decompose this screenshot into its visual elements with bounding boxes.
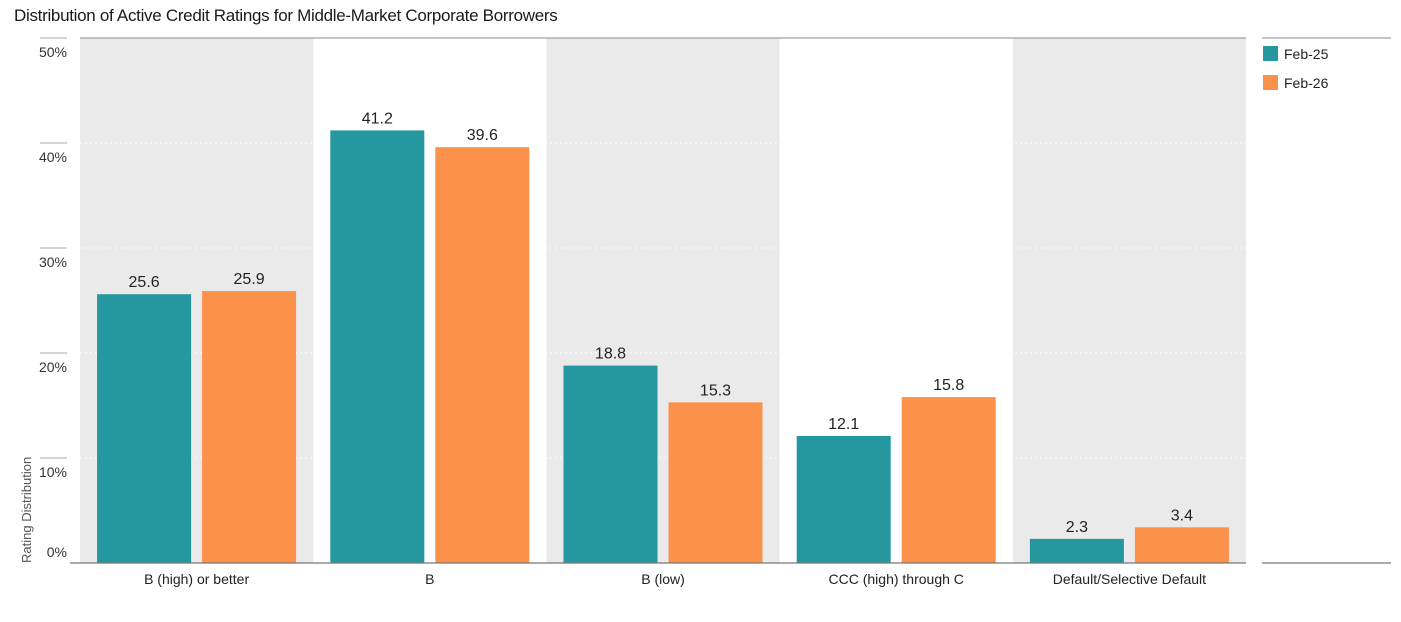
chart-title: Distribution of Active Credit Ratings fo… — [14, 6, 558, 25]
bar-feb-26 — [435, 147, 530, 563]
data-label: 25.6 — [129, 274, 160, 291]
data-label: 25.9 — [234, 271, 265, 288]
x-category-label: B (high) or better — [144, 571, 249, 587]
category-band — [1012, 38, 1246, 563]
y-tick-label: 10% — [39, 464, 67, 480]
bar-feb-25 — [97, 294, 192, 563]
legend-label: Feb-26 — [1284, 75, 1329, 91]
bar-feb-25 — [796, 435, 891, 563]
y-tick-label: 20% — [39, 359, 67, 375]
data-label: 15.3 — [700, 382, 731, 399]
data-label: 41.2 — [362, 110, 393, 127]
y-tick-label: 0% — [47, 544, 67, 560]
data-label: 2.3 — [1066, 519, 1088, 536]
bar-feb-25 — [330, 130, 425, 563]
legend-swatch — [1263, 46, 1278, 61]
x-category-label: B (low) — [641, 571, 685, 587]
bars — [97, 130, 1229, 563]
data-label: 15.8 — [933, 377, 964, 394]
bar-feb-26 — [901, 397, 996, 563]
data-label: 18.8 — [595, 346, 626, 363]
legend-swatch — [1263, 75, 1278, 90]
gridlines — [80, 37, 1391, 459]
data-label: 3.4 — [1171, 507, 1193, 524]
legend-label: Feb-25 — [1284, 46, 1329, 62]
bar-feb-25 — [563, 365, 658, 563]
bar-feb-26 — [1134, 527, 1229, 563]
data-label: 12.1 — [828, 416, 859, 433]
y-axis: 0% 10% 20% 30% 40% 50% — [39, 37, 67, 560]
data-label: 39.6 — [467, 127, 498, 144]
x-axis: B (high) or better B B (low) CCC (high) thr… — [70, 562, 1391, 587]
y-tick-label: 40% — [39, 149, 67, 165]
data-labels: 25.6 25.9 41.2 39.6 18.8 15.3 12.1 15.8 2.3 3.4 — [129, 110, 1194, 535]
x-category-label: B — [425, 571, 434, 587]
x-category-label: Default/Selective Default — [1053, 571, 1206, 587]
x-category-label: CCC (high) through C — [829, 571, 964, 587]
bar-feb-26 — [202, 291, 297, 563]
y-tick-label: 50% — [39, 44, 67, 60]
y-tick-label: 30% — [39, 254, 67, 270]
legend: Feb-25 Feb-26 — [1263, 46, 1329, 91]
bar-feb-26 — [668, 402, 763, 563]
y-axis-label: Rating Distribution — [19, 457, 34, 563]
bar-feb-25 — [1029, 538, 1124, 563]
